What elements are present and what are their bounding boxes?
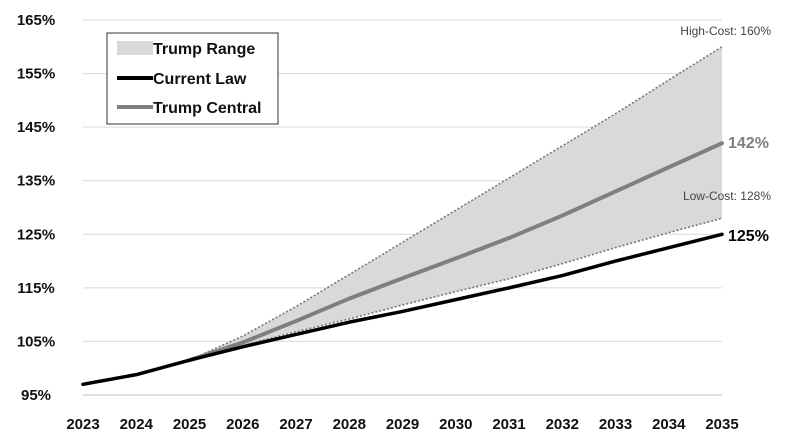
current-law-line	[81, 232, 724, 387]
series-lines	[81, 141, 724, 387]
legend-label-trump-central: Trump Central	[153, 100, 261, 117]
x-tick-label: 2034	[652, 416, 686, 433]
y-tick-label: 135%	[17, 173, 55, 190]
y-tick-label: 155%	[17, 66, 55, 83]
trump-central-line	[187, 141, 724, 363]
trump-range-area	[189, 46, 722, 361]
x-tick-label: 2024	[120, 416, 154, 433]
y-axis-tick-labels: 95% 105% 115% 125% 135% 145% 155% 165%	[17, 12, 55, 404]
central-end-label: 142%	[728, 135, 769, 152]
x-tick-label: 2029	[386, 416, 419, 433]
current-end-label: 125%	[728, 228, 769, 245]
x-tick-label: 2033	[599, 416, 632, 433]
x-axis-tick-labels: 2023 2024 2025 2026 2027 2028 2029 2030 2031 2032…	[66, 416, 738, 433]
y-tick-label: 145%	[17, 119, 55, 136]
x-tick-label: 2028	[333, 416, 366, 433]
y-tick-label: 125%	[17, 226, 55, 243]
x-tick-label: 2035	[705, 416, 738, 433]
x-tick-label: 2032	[546, 416, 579, 433]
x-tick-label: 2026	[226, 416, 259, 433]
y-tick-label: 165%	[17, 12, 55, 29]
y-tick-label: 115%	[17, 280, 55, 297]
legend-swatch-trump-range	[117, 41, 153, 55]
high-cost-annotation: High-Cost: 160%	[680, 24, 771, 38]
low-cost-annotation: Low-Cost: 128%	[683, 189, 771, 203]
x-tick-label: 2025	[173, 416, 206, 433]
x-tick-label: 2023	[66, 416, 99, 433]
trump-range-high-edge	[189, 46, 723, 361]
y-tick-label: 95%	[21, 387, 51, 404]
legend-label-trump-range: Trump Range	[153, 41, 255, 58]
legend: Trump Range Current Law Trump Central	[106, 32, 279, 125]
x-tick-label: 2030	[439, 416, 472, 433]
x-tick-label: 2027	[279, 416, 312, 433]
x-tick-label: 2031	[492, 416, 525, 433]
legend-label-current-law: Current Law	[153, 71, 247, 88]
y-tick-label: 105%	[17, 333, 55, 350]
